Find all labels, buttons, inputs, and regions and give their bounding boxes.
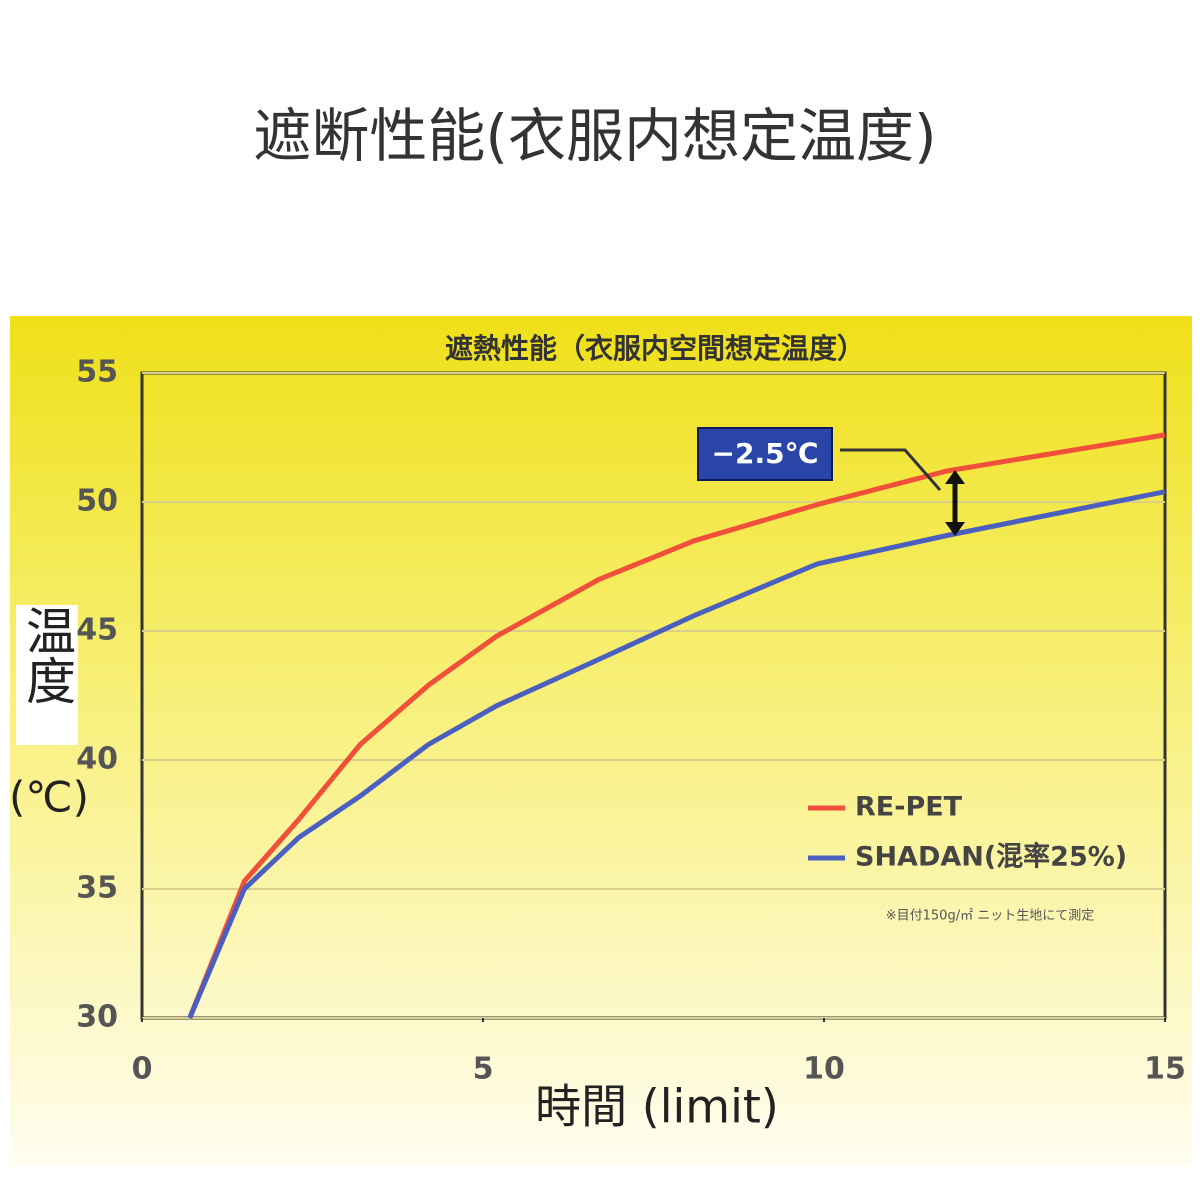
- y-axis-label: 温度: [18, 605, 76, 705]
- x-tick-label: 10: [803, 1052, 845, 1087]
- x-axis-label: 時間 (limit): [535, 1080, 779, 1134]
- y-tick-label: 35: [76, 871, 118, 906]
- annotation-text: −2.5℃: [712, 437, 819, 470]
- annotation-arrowhead: [945, 470, 965, 484]
- x-tick-label: 0: [132, 1052, 153, 1087]
- y-axis-unit: (℃): [9, 773, 89, 822]
- annotation-arrowhead: [945, 522, 965, 536]
- y-tick-label: 30: [76, 1000, 118, 1035]
- annotation-box: [697, 427, 833, 481]
- y-tick-label: 40: [76, 742, 118, 777]
- legend-label: RE-PET: [855, 792, 963, 823]
- chart-background: [10, 316, 1192, 1166]
- series-line: [187, 432, 1166, 1019]
- y-tick-label: 55: [76, 355, 118, 390]
- chart-note: ※目付150g/㎡ ニット生地にて測定: [886, 909, 1094, 924]
- y-tick-label: 50: [76, 484, 118, 519]
- y-label-background: [16, 605, 78, 745]
- chart-title: 遮断性能(衣服内想定温度): [253, 102, 936, 170]
- series-line: [187, 489, 1166, 1019]
- y-tick-label: 45: [76, 613, 118, 648]
- annotation-leader: [840, 448, 942, 491]
- x-tick-label: 15: [1144, 1052, 1186, 1087]
- legend-label: SHADAN(混率25%): [855, 841, 1127, 873]
- x-tick-label: 5: [473, 1052, 494, 1087]
- plot: 30 35 40 45 50 55 0 5 10 15 RE-PET SHADAN(混率25%): [76, 355, 1186, 1087]
- chart-subtitle: 遮熱性能（衣服内空間想定温度）: [445, 332, 865, 365]
